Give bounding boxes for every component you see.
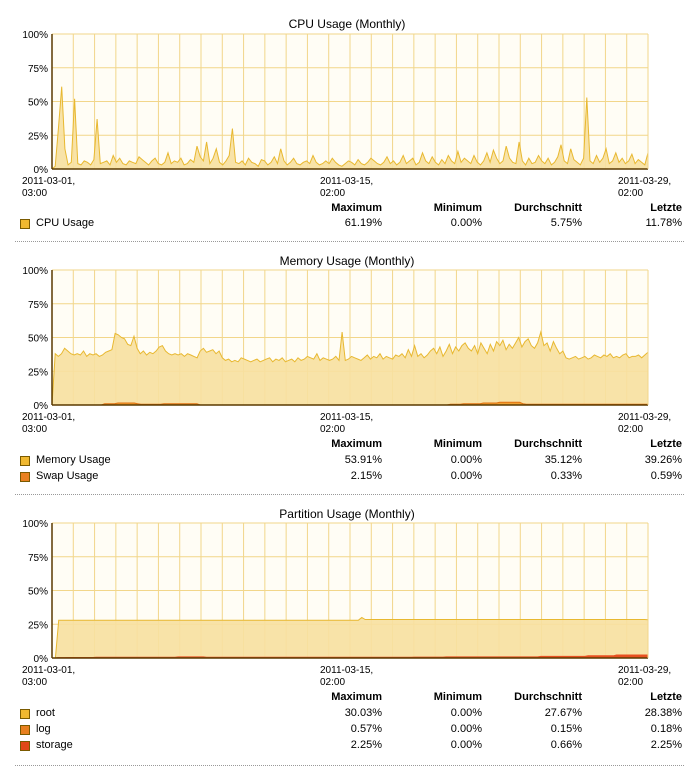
value-min: 0.00%	[450, 739, 482, 751]
value-last: 39.26%	[644, 454, 682, 466]
separator	[15, 241, 684, 242]
separator	[15, 765, 684, 766]
partition-usage-chart: 100% 75% 50% 25% 0%	[22, 519, 649, 665]
series-line-storage	[52, 654, 648, 659]
legend-swatch	[20, 725, 30, 735]
memory-usage-chart: 100% 75% 50% 25% 0%	[22, 266, 649, 412]
value-min: 0.00%	[450, 707, 482, 719]
legend-label: root	[36, 707, 55, 719]
y-tick-label: 100%	[22, 266, 48, 277]
chart-title: Partition Usage (Monthly)	[279, 507, 415, 521]
cpu-usage-panel: CPU Usage (Monthly) 100% 75% 50% 25% 0% 2011…	[0, 0, 694, 250]
series-line-cpu-usage	[51, 86, 649, 170]
legend-label: log	[36, 723, 51, 735]
legend-label: CPU Usage	[36, 217, 95, 229]
value-min: 0.00%	[450, 470, 482, 482]
legend-row: Memory Usage 53.91% 0.00% 35.12% 39.26%	[0, 454, 694, 470]
y-tick-label: 100%	[22, 30, 48, 41]
x-tick-label: 2011-03-01, 03:00	[22, 176, 76, 199]
y-tick-label: 50%	[28, 98, 48, 109]
value-avg: 35.12%	[544, 454, 582, 466]
header-maximum: Maximum	[331, 202, 382, 214]
x-tick-label: 2011-03-01, 03:00	[22, 665, 76, 688]
header-last: Letzte	[650, 438, 682, 450]
value-avg: 27.67%	[544, 707, 582, 719]
legend-label: storage	[36, 739, 73, 751]
cpu-usage-chart: 100% 75% 50% 25% 0%	[22, 30, 649, 176]
series-area-root	[52, 617, 648, 658]
value-max: 2.25%	[350, 739, 382, 751]
legend-swatch	[20, 219, 30, 229]
y-tick-label: 50%	[28, 587, 48, 598]
legend-row: storage 2.25% 0.00% 0.66% 2.25%	[0, 739, 694, 755]
legend-label: Swap Usage	[36, 470, 99, 482]
header-average: Durchschnitt	[514, 691, 582, 703]
header-maximum: Maximum	[331, 691, 382, 703]
value-max: 53.91%	[344, 454, 382, 466]
x-tick-label: 2011-03-29, 02:00	[618, 412, 672, 435]
value-avg: 0.33%	[550, 470, 582, 482]
y-tick-label: 0%	[34, 401, 49, 412]
x-tick-label: 2011-03-01, 03:00	[22, 412, 76, 435]
y-tick-label: 75%	[28, 300, 48, 311]
separator	[15, 494, 684, 495]
value-avg: 5.75%	[550, 217, 582, 229]
header-last: Letzte	[650, 202, 682, 214]
header-minimum: Minimum	[433, 202, 482, 214]
chart-title: Memory Usage (Monthly)	[279, 254, 415, 268]
value-min: 0.00%	[450, 454, 482, 466]
legend-swatch	[20, 741, 30, 751]
memory-usage-panel: Memory Usage (Monthly) 100% 75% 50% 25% 0% 2…	[0, 236, 694, 496]
y-tick-label: 25%	[28, 131, 48, 142]
value-last: 28.38%	[644, 707, 682, 719]
value-max: 30.03%	[344, 707, 382, 719]
chart-title: CPU Usage (Monthly)	[288, 17, 406, 31]
y-tick-label: 50%	[28, 334, 48, 345]
header-minimum: Minimum	[433, 438, 482, 450]
legend-row: CPU Usage 61.19% 0.00% 5.75% 11.78%	[0, 217, 694, 233]
value-last: 0.18%	[650, 723, 682, 735]
legend-swatch	[20, 709, 30, 719]
value-last: 11.78%	[645, 217, 683, 229]
header-maximum: Maximum	[331, 438, 382, 450]
legend-row: Swap Usage 2.15% 0.00% 0.33% 0.59%	[0, 470, 694, 486]
x-tick-label: 2011-03-15, 02:00	[320, 665, 374, 688]
value-avg: 0.66%	[550, 739, 582, 751]
header-minimum: Minimum	[433, 691, 482, 703]
y-tick-label: 75%	[28, 553, 48, 564]
series-line-memory-usage	[51, 330, 649, 406]
value-last: 2.25%	[650, 739, 682, 751]
series-line-root	[52, 616, 649, 659]
y-tick-label: 0%	[34, 165, 49, 176]
header-last: Letzte	[650, 691, 682, 703]
y-tick-label: 75%	[28, 64, 48, 75]
value-max: 0.57%	[350, 723, 382, 735]
value-avg: 0.15%	[550, 723, 582, 735]
header-average: Durchschnitt	[514, 202, 582, 214]
legend-row: log 0.57% 0.00% 0.15% 0.18%	[0, 723, 694, 739]
x-tick-label: 2011-03-15, 02:00	[320, 176, 374, 199]
legend-row: root 30.03% 0.00% 27.67% 28.38%	[0, 707, 694, 723]
y-tick-label: 25%	[28, 367, 48, 378]
header-average: Durchschnitt	[514, 438, 582, 450]
legend-swatch	[20, 456, 30, 466]
legend-swatch	[20, 472, 30, 482]
partition-usage-panel: Partition Usage (Monthly) 100% 75% 50% 25% 0…	[0, 489, 694, 768]
legend-label: Memory Usage	[36, 454, 111, 466]
y-tick-label: 25%	[28, 620, 48, 631]
value-last: 0.59%	[650, 470, 682, 482]
x-tick-label: 2011-03-29, 02:00	[618, 665, 672, 688]
value-max: 2.15%	[350, 470, 382, 482]
value-min: 0.00%	[450, 723, 482, 735]
x-tick-label: 2011-03-29, 02:00	[618, 176, 672, 199]
y-tick-label: 0%	[34, 654, 49, 665]
x-tick-label: 2011-03-15, 02:00	[320, 412, 374, 435]
y-tick-label: 100%	[22, 519, 48, 530]
value-max: 61.19%	[344, 217, 382, 229]
value-min: 0.00%	[450, 217, 482, 229]
